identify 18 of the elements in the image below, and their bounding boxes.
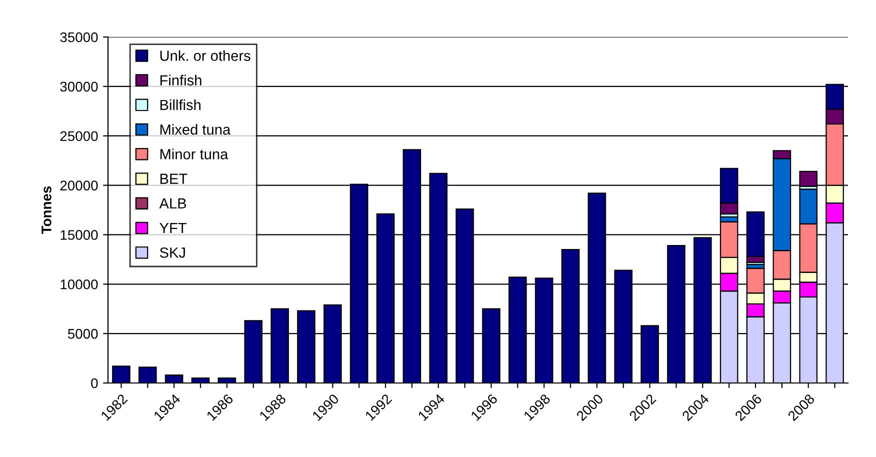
legend-label: SKJ	[160, 247, 185, 258]
y-tick-label: 30000	[60, 82, 98, 92]
legend-label: Minor tuna	[160, 148, 228, 160]
y-tick-label: 35000	[60, 32, 98, 42]
legend-label: Mixed tuna	[160, 124, 231, 135]
y-tick-label: 10000	[60, 279, 98, 290]
legend-label: Billfish	[160, 99, 200, 110]
y-tick-label: 0	[91, 378, 98, 388]
y-tick-label: 20000	[60, 180, 98, 190]
legend-label: Unk. or others	[160, 50, 250, 61]
y-tick-label: 25000	[60, 131, 98, 142]
legend-label: ALB	[159, 198, 186, 208]
legend-label: BET	[160, 174, 188, 184]
y-tick-label: 5000	[68, 328, 98, 339]
y-tick-label: 15000	[60, 230, 98, 240]
legend-label: Finfish	[160, 74, 202, 86]
legend-label: YFT	[160, 223, 186, 234]
y-axis-title: Tonnes	[42, 186, 52, 234]
